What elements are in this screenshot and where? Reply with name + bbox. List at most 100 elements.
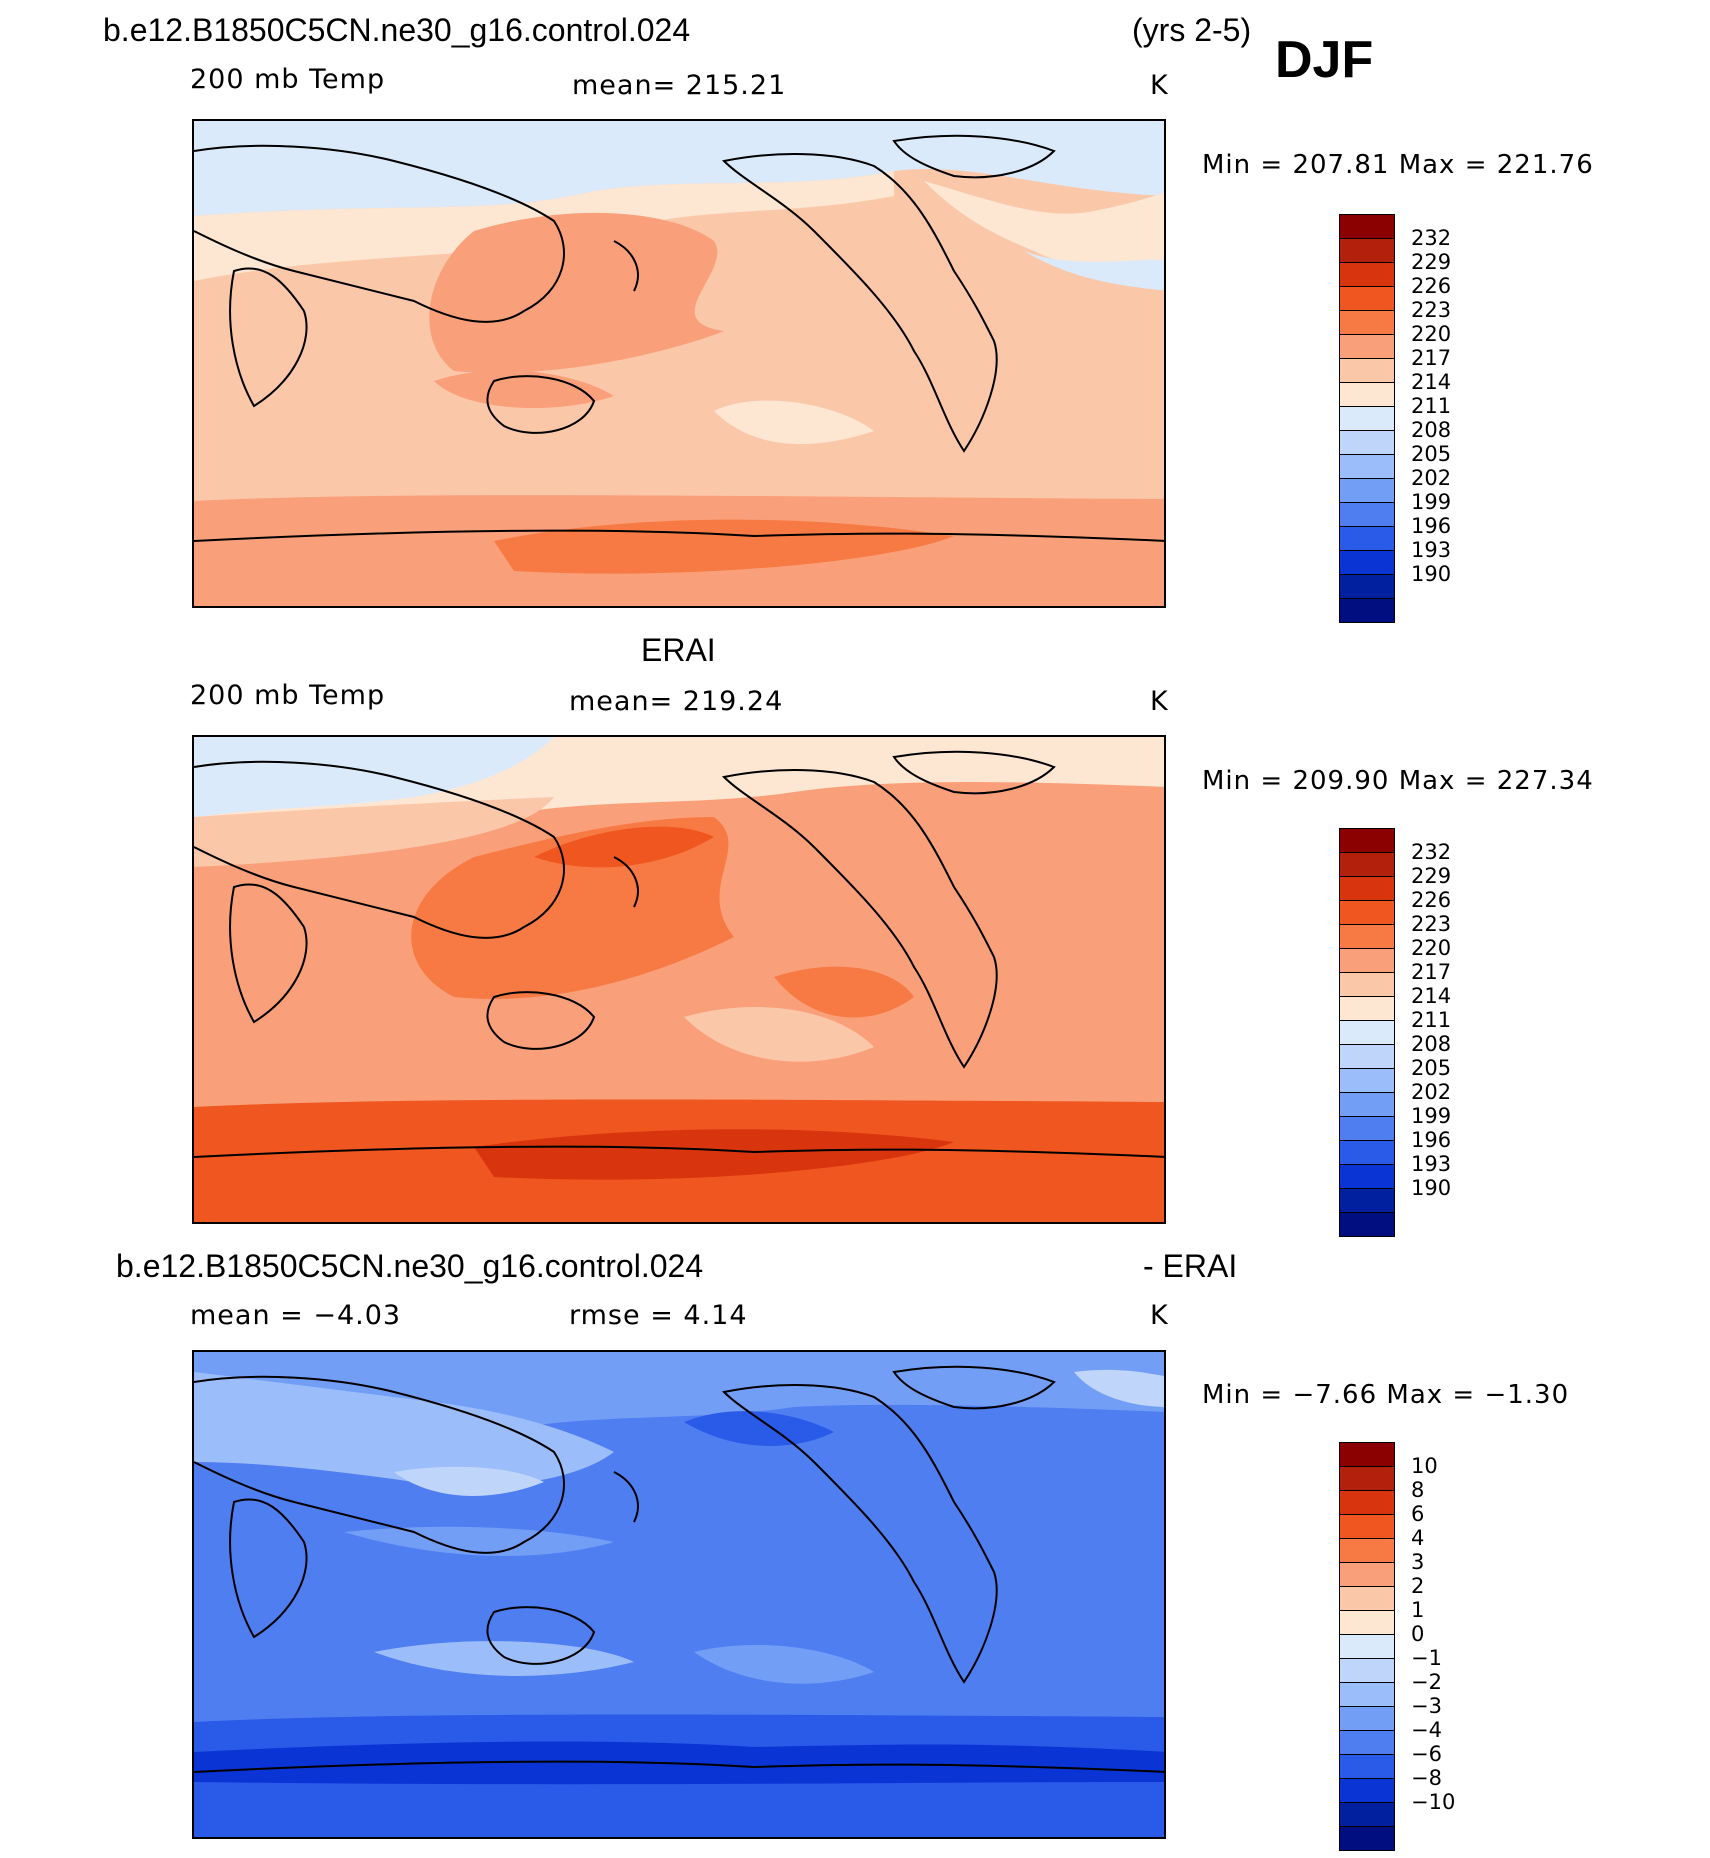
panel2-colorbar-swatch [1339, 1140, 1395, 1165]
panel3-colorbar-swatch [1339, 1610, 1395, 1635]
panel3-colorbar-label: 2 [1411, 1574, 1425, 1598]
panel3-colorbar-swatch [1339, 1754, 1395, 1779]
panel2-colorbar-swatch [1339, 828, 1395, 853]
panel1-colorbar-label: 208 [1411, 418, 1452, 442]
panel1-indian-warm [434, 370, 614, 408]
panel1-arctic-cold [194, 121, 1164, 216]
panel2-colorbar-label: 193 [1411, 1152, 1452, 1176]
panel1-colorbar-swatch [1339, 574, 1395, 599]
panel1-colorbar-swatch [1339, 502, 1395, 527]
panel3-colorbar-swatch [1339, 1682, 1395, 1707]
panel3-colorbar-label: −1 [1411, 1646, 1442, 1670]
panel2-pacific-warm [411, 817, 734, 999]
panel3-colorbar-swatch [1339, 1562, 1395, 1587]
panel3-colorbar-label: 3 [1411, 1550, 1425, 1574]
panel1-colorbar-swatch [1339, 310, 1395, 335]
panel1-south-pacific-warm [714, 400, 874, 445]
panel1-colorbar-label: 229 [1411, 250, 1452, 274]
panel3-colorbar: 10 8 6 4 3 2 1 0 −1 −2 −3 −4 −6 −8 −10 [1339, 1442, 1455, 1851]
panel1-colorbar: 232 229 226 223 220 217 214 211 208 205 202 199 196 1… [1339, 214, 1451, 623]
panel1-colorbar-label: 196 [1411, 514, 1452, 538]
panel3-colorbar-label: −10 [1411, 1790, 1456, 1814]
panel2-colorbar-swatch [1339, 924, 1395, 949]
panel3-central-asia-cool [394, 1466, 544, 1496]
panel3-mean: mean = −4.03 [190, 1300, 402, 1331]
panel1-mean: mean= 215.21 [572, 70, 787, 101]
panel2-mean: mean= 219.24 [569, 686, 784, 717]
panel1-colorbar-swatch [1339, 598, 1395, 623]
panel3-colorbar-swatch [1339, 1490, 1395, 1515]
panel3-colorbar-label: 10 [1411, 1454, 1438, 1478]
panel2-colorbar-label: 223 [1411, 912, 1452, 936]
panel1-colorbar-label: 202 [1411, 466, 1452, 490]
panel2-colorbar-label: 214 [1411, 984, 1452, 1008]
panel2-colorbar-swatch [1339, 1188, 1395, 1213]
panel2-colorbar-label: 229 [1411, 864, 1452, 888]
panel2-colorbar-swatch [1339, 1212, 1395, 1237]
panel2-colorbar-swatch [1339, 972, 1395, 997]
panel1-colorbar-label: 190 [1411, 562, 1452, 586]
panel1-map-svg [194, 121, 1164, 606]
panel3-title-right: - ERAI [1143, 1248, 1238, 1284]
panel3-colorbar-swatch [1339, 1514, 1395, 1539]
panel1-coastlines [194, 134, 1164, 542]
panel1-colorbar-swatch [1339, 430, 1395, 455]
panel2-map [192, 735, 1166, 1224]
panel2-colorbar-label: 211 [1411, 1008, 1452, 1032]
panel3-minmax: Min = −7.66 Max = −1.30 [1202, 1380, 1570, 1410]
panel1-colorbar-label: 199 [1411, 490, 1452, 514]
panel3-colorbar-swatch [1339, 1826, 1395, 1851]
panel2-colorbar-label: 232 [1411, 840, 1452, 864]
panel2-colorbar-swatch [1339, 900, 1395, 925]
panel3-title: b.e12.B1850C5CN.ne30_g16.control.024 [116, 1248, 704, 1284]
panel3-colorbar-swatch [1339, 1466, 1395, 1491]
panel2-arctic-cold [194, 737, 554, 817]
panel1-colorbar-swatch [1339, 286, 1395, 311]
panel2-colorbar-swatch [1339, 1068, 1395, 1093]
panel3-colorbar-label: 6 [1411, 1502, 1425, 1526]
panel2-antarctic-warm [474, 1129, 954, 1180]
panel3-colorbar-label: −3 [1411, 1694, 1442, 1718]
panel3-colorbar-label: −6 [1411, 1742, 1442, 1766]
panel3-colorbar-swatch [1339, 1586, 1395, 1611]
panel3-colorbar-label: 0 [1411, 1622, 1425, 1646]
panel3-map [192, 1350, 1166, 1839]
panel2-coastlines [194, 750, 1164, 1158]
panel3-colorbar-label: 4 [1411, 1526, 1425, 1550]
panel3-colorbar-swatch [1339, 1778, 1395, 1803]
panel3-map-svg [194, 1352, 1164, 1837]
panel3-southern-indian-cool [374, 1641, 634, 1676]
panel1-colorbar-swatch [1339, 454, 1395, 479]
panel1-colorbar-label: 223 [1411, 298, 1452, 322]
panel2-colorbar-swatch [1339, 1092, 1395, 1117]
years-label: (yrs 2-5) [1132, 12, 1252, 48]
panel1-colorbar-swatch [1339, 406, 1395, 431]
panel3-colorbar-swatch [1339, 1634, 1395, 1659]
panel3-colorbar-swatch [1339, 1706, 1395, 1731]
panel3-north-pacific-cold [684, 1411, 834, 1446]
panel2-map-svg [194, 737, 1164, 1222]
panel1-colorbar-swatch [1339, 526, 1395, 551]
panel3-greenland-cool [1074, 1369, 1164, 1407]
panel3-coastlines [194, 1365, 1164, 1773]
panel1-colorbar-swatch [1339, 334, 1395, 359]
panel3-colorbar-label: 1 [1411, 1598, 1425, 1622]
panel2-colorbar-swatch [1339, 1044, 1395, 1069]
panel1-colorbar-label: 193 [1411, 538, 1452, 562]
panel3-colorbar-swatch [1339, 1538, 1395, 1563]
panel3-colorbar-swatch [1339, 1658, 1395, 1683]
panel2-colorbar-swatch [1339, 852, 1395, 877]
panel3-colorbar-swatch [1339, 1802, 1395, 1827]
panel2-units: K [1150, 686, 1169, 717]
panel2-colorbar-label: 217 [1411, 960, 1452, 984]
panel3-colorbar-label: 8 [1411, 1478, 1425, 1502]
panel1-colorbar-swatch [1339, 550, 1395, 575]
panel1-colorbar-label: 226 [1411, 274, 1452, 298]
panel1-minmax: Min = 207.81 Max = 221.76 [1202, 150, 1594, 180]
panel2-colorbar-swatch [1339, 876, 1395, 901]
panel2-minmax: Min = 209.90 Max = 227.34 [1202, 766, 1594, 796]
panel2-title: ERAI [641, 632, 716, 668]
panel1-colorbar-swatch [1339, 238, 1395, 263]
panel3-colorbar-label: −2 [1411, 1670, 1442, 1694]
panel2-colorbar-label: 205 [1411, 1056, 1452, 1080]
